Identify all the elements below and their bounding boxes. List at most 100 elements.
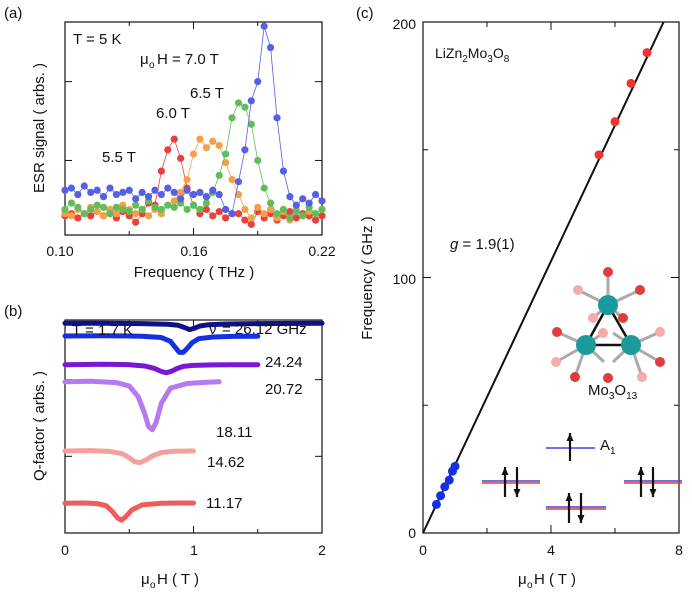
- freq-point: [444, 475, 454, 485]
- panel-a-xtick-2: 0.22: [308, 243, 335, 259]
- esr-point: [279, 205, 288, 214]
- esr-point: [267, 43, 275, 52]
- label-7-0T: H = 7.0 T: [157, 51, 219, 68]
- esr-point: [74, 214, 82, 222]
- panel-b-xlabel-mu: μ: [141, 571, 150, 588]
- esr-point: [311, 190, 320, 199]
- esr-point: [151, 203, 159, 211]
- panel-b-series: [62, 320, 325, 523]
- panel-c-xtick-2: 8: [675, 542, 683, 558]
- panel-c-ylabel: Frequency ( GHz ): [359, 216, 376, 339]
- esr-point: [202, 199, 210, 207]
- esr-point: [318, 205, 326, 214]
- label-7-0T-sub: o: [149, 60, 155, 71]
- oxygen-atom: [588, 313, 598, 323]
- q-curve-24-24: [62, 333, 261, 355]
- oxygen-atom: [570, 372, 580, 382]
- esr-point: [215, 141, 223, 150]
- middle-up-arrow-head: [565, 493, 573, 501]
- right-down-arrow-head: [649, 489, 657, 497]
- esr-point: [93, 207, 101, 216]
- esr-point: [234, 178, 243, 186]
- esr-point: [234, 210, 243, 218]
- panel-b-letter: (b): [4, 303, 22, 320]
- esr-point: [99, 203, 108, 211]
- esr-point: [132, 218, 140, 226]
- esr-point: [202, 144, 210, 152]
- esr-point: [267, 199, 275, 207]
- panel-c-xtick-0: 0: [419, 542, 427, 558]
- esr-point: [74, 190, 82, 199]
- esr-point: [144, 193, 153, 201]
- esr-point: [74, 203, 82, 211]
- esr-point: [234, 99, 243, 107]
- esr-point: [286, 207, 294, 216]
- oxygen-atom: [573, 285, 583, 295]
- panel-b-xlabel-sub: o: [150, 580, 156, 591]
- q-curve-26-12-GHz: [62, 320, 325, 333]
- esr-point: [183, 176, 191, 184]
- esr-point: [112, 210, 120, 218]
- label-7-0T-mu: μ: [140, 51, 149, 68]
- panel-c-xtick-1: 4: [547, 542, 555, 558]
- esr-point: [215, 171, 223, 179]
- panel-b: (b) 0 1 2 μ o H ( T ) Q-factor ( arbs. )…: [4, 303, 326, 591]
- esr-point: [125, 186, 133, 194]
- label-18-11: 18.11: [216, 424, 252, 441]
- oxygen-atom: [598, 328, 608, 338]
- panel-c-frame: [422, 21, 680, 534]
- q-curve-18-11: [62, 378, 222, 433]
- esr-point: [196, 205, 204, 214]
- panel-c-ytick-2: 200: [393, 16, 417, 32]
- esr-point: [170, 203, 178, 211]
- panel-b-temperature: T = 1.7 K: [72, 322, 133, 339]
- esr-point: [177, 195, 185, 203]
- freq-point: [626, 78, 636, 88]
- g-factor-label: g = 1.9(1): [450, 236, 515, 253]
- middle-down-arrow-head: [577, 515, 585, 523]
- fit-line: [422, 21, 665, 534]
- esr-point: [183, 205, 191, 214]
- panel-a-xlabel: Frequency ( THz ): [134, 264, 255, 281]
- esr-point: [93, 186, 101, 194]
- esr-point: [157, 167, 165, 175]
- q-curve-14-62: [62, 448, 196, 466]
- panel-b-xtick-2: 2: [318, 542, 326, 558]
- esr-point: [228, 176, 236, 184]
- esr-point: [292, 207, 300, 216]
- panel-c-ytick-1: 100: [393, 271, 417, 287]
- esr-point: [222, 150, 230, 158]
- freq-point: [436, 491, 446, 501]
- panel-b-xlabel-rest: H ( T ): [157, 571, 199, 588]
- esr-point: [286, 193, 294, 201]
- esr-point: [260, 210, 268, 218]
- esr-point: [247, 120, 255, 128]
- panel-c: (c) 0 4 8 0 100 200 μ o H ( T ) Frequenc…: [356, 5, 683, 591]
- panel-a-ticks: [64, 22, 323, 235]
- esr-point: [196, 188, 204, 196]
- esr-point: [170, 135, 178, 143]
- esr-point: [164, 146, 172, 154]
- esr-point: [318, 212, 326, 220]
- a1-up-arrow-head: [566, 433, 574, 441]
- esr-point: [67, 199, 76, 207]
- freq-point: [642, 48, 652, 58]
- oxygen-atom: [603, 267, 613, 277]
- esr-point: [254, 203, 262, 211]
- esr-point: [279, 167, 288, 175]
- oxygen-atom: [552, 327, 562, 337]
- panel-c-xlabel-rest: H ( T ): [534, 571, 576, 588]
- cluster-label: Mo3O13: [588, 382, 638, 402]
- panel-a-xtick-0: 0.10: [46, 243, 73, 259]
- esr-point: [286, 214, 294, 222]
- esr-point: [87, 205, 95, 214]
- label-20-72: 20.72: [265, 381, 303, 398]
- panel-c-ytick-0: 0: [408, 525, 416, 541]
- esr-point: [87, 212, 95, 220]
- oxygen-atom: [603, 373, 613, 383]
- oxygen-atom: [635, 285, 645, 295]
- mo-atom: [598, 295, 618, 315]
- esr-point: [112, 190, 120, 199]
- panel-b-xtick-1: 1: [190, 542, 198, 558]
- esr-point: [299, 195, 307, 203]
